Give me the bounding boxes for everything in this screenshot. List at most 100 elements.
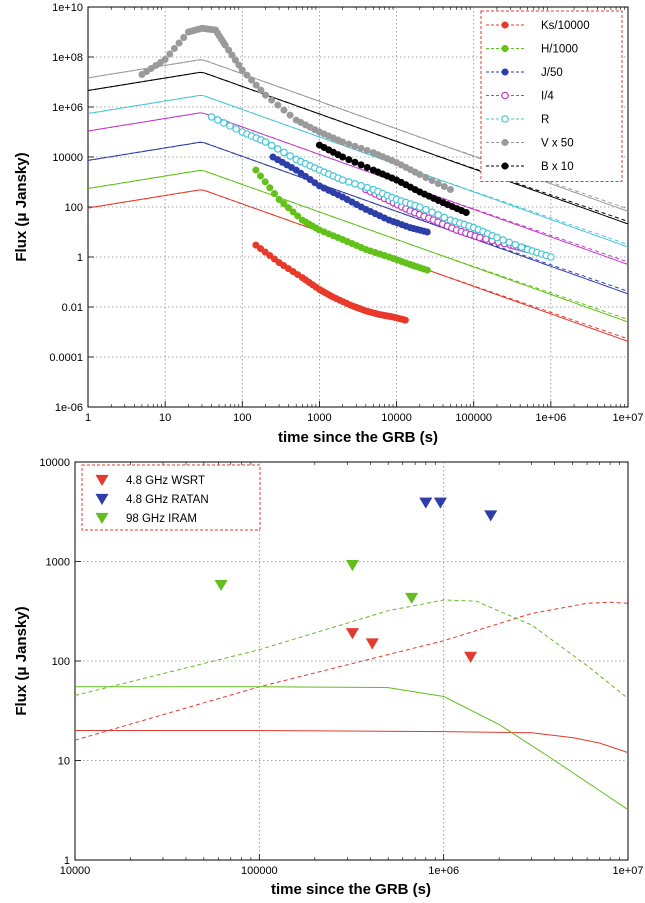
bottom-y-axis-label: Flux (μ Jansky) [13, 606, 30, 715]
data-point-b-x-10 [463, 209, 469, 215]
y-tick-label: 1000 [46, 557, 70, 569]
data-point-r [435, 212, 441, 218]
bottom-y-tick-labels: 1 10 100 1000 10000 [39, 457, 70, 867]
data-point-b-x-10 [364, 164, 370, 170]
data-point-r [339, 177, 345, 183]
data-point-h-1000 [262, 179, 268, 185]
data-point-v-x-50 [352, 143, 358, 149]
x-tick-label: 1000 [307, 412, 331, 424]
x-tick-label: 100000 [455, 412, 492, 424]
data-point-v-x-50 [167, 51, 173, 57]
data-point-j-50 [424, 229, 430, 235]
bottom-x-axis-label: time since the GRB (s) [271, 881, 431, 898]
data-point-r [512, 242, 518, 248]
data-point-v-x-50 [262, 92, 268, 98]
legend-label-i-4: I/4 [541, 91, 554, 103]
data-point-v-x-50 [176, 40, 182, 46]
top-x-tick-labels: 1 10 100 1000 10000 100000 1e+06 1e+07 [85, 412, 644, 424]
bottom-legend: 4.8 GHz WSRT 4.8 GHz RATAN 98 GHz IRAM [82, 465, 260, 530]
x-tick-label: 100000 [241, 865, 278, 877]
legend-label-j-50: J/50 [541, 67, 563, 79]
data-point-v-x-50 [441, 183, 447, 189]
y-tick-label: 1 [64, 855, 70, 867]
data-point-r [352, 181, 358, 187]
legend-label-v-x-50: V x 50 [541, 138, 574, 150]
data-point-r [233, 126, 239, 132]
x-tick-label: 100 [233, 412, 251, 424]
top-y-tick-labels: 1e-060.00010.011100100001e+061e+081e+10 [49, 2, 83, 414]
data-point-v-x-50 [447, 186, 453, 192]
data-point-b-x-10 [358, 162, 364, 168]
data-point-v-x-50 [417, 171, 423, 177]
data-point-r [417, 204, 423, 210]
data-point-v-x-50 [423, 174, 429, 180]
y-tick-label: 1e-06 [55, 402, 83, 414]
x-tick-label: 1e+06 [535, 412, 566, 424]
legend-label-h-1000: H/1000 [541, 44, 578, 56]
data-point-r [346, 179, 352, 185]
legend-swatch-marker-v-x-50 [502, 139, 508, 145]
legend-swatch-marker-ks-10000 [502, 22, 508, 28]
data-point-v-x-50 [181, 34, 187, 40]
bottom-x-tick-labels: 10000 100000 1e+06 1e+07 [60, 865, 644, 877]
y-tick-label: 1e+10 [52, 2, 83, 14]
x-tick-label: 10 [159, 412, 171, 424]
data-point-b-x-10 [339, 154, 345, 160]
x-tick-label: 10000 [381, 412, 412, 424]
legend-label-b-x-10: B x 10 [541, 161, 574, 173]
data-point-h-1000 [271, 190, 277, 196]
legend-swatch-marker-j-50 [502, 69, 508, 75]
data-point-h-1000 [257, 173, 263, 179]
data-point-b-x-10 [352, 159, 358, 165]
legend-swatch-marker-b-x-10 [502, 163, 508, 169]
data-point-b-x-10 [346, 156, 352, 162]
data-point-r [221, 120, 227, 126]
x-tick-label: 1e+07 [613, 412, 644, 424]
legend-label-4-8-ghz-ratan: 4.8 GHz RATAN [126, 494, 209, 506]
legend-label-r: R [541, 114, 549, 126]
data-point-v-x-50 [346, 141, 352, 147]
data-point-v-x-50 [281, 107, 287, 113]
data-point-v-x-50 [258, 87, 264, 93]
y-tick-label: 100 [65, 202, 83, 214]
data-point-r [215, 117, 221, 123]
y-tick-label: 10 [58, 756, 70, 768]
data-point-r [494, 234, 500, 240]
data-point-r [423, 206, 429, 212]
data-point-r [275, 146, 281, 152]
data-point-v-x-50 [435, 180, 441, 186]
legend-swatch-marker-h-1000 [502, 45, 508, 51]
data-point-h-1000 [253, 167, 259, 173]
data-point-h-1000 [424, 267, 430, 273]
top-legend: Ks/10000 H/1000 J/50 I/4 R V x 50 B x 10 [481, 11, 622, 182]
bottom-chart-panel: 10000 100000 1e+06 1e+07 1 10 100 1000 10000 ti… [13, 457, 643, 898]
data-point-v-x-50 [339, 139, 345, 145]
legend-swatch-marker-r [502, 116, 508, 122]
data-point-r [358, 183, 364, 189]
y-tick-label: 10000 [52, 152, 83, 164]
data-point-v-x-50 [287, 112, 293, 118]
legend-swatch-marker-i-4 [502, 92, 508, 98]
data-point-r [262, 139, 268, 145]
legend-label-98-ghz-iram: 98 GHz IRAM [126, 513, 197, 525]
data-point-r [208, 114, 214, 120]
x-tick-label: 1e+06 [428, 865, 459, 877]
y-tick-label: 1 [77, 252, 83, 264]
data-point-v-x-50 [429, 177, 435, 183]
legend-label-ks-10000: Ks/10000 [541, 20, 590, 32]
x-tick-label: 1e+07 [613, 865, 644, 877]
data-point-v-x-50 [244, 72, 250, 78]
data-point-r [429, 209, 435, 215]
data-point-v-x-50 [253, 82, 259, 88]
top-y-axis-label: Flux (μ Jansky) [13, 152, 30, 261]
data-point-ks-10000 [402, 317, 408, 323]
y-tick-label: 0.0001 [49, 352, 83, 364]
data-point-v-x-50 [162, 56, 168, 62]
data-point-v-x-50 [268, 97, 274, 103]
data-point-v-x-50 [275, 102, 281, 108]
y-tick-label: 1e+06 [52, 102, 83, 114]
y-tick-label: 10000 [39, 457, 70, 469]
data-point-r [268, 142, 274, 148]
data-point-v-x-50 [364, 147, 370, 153]
